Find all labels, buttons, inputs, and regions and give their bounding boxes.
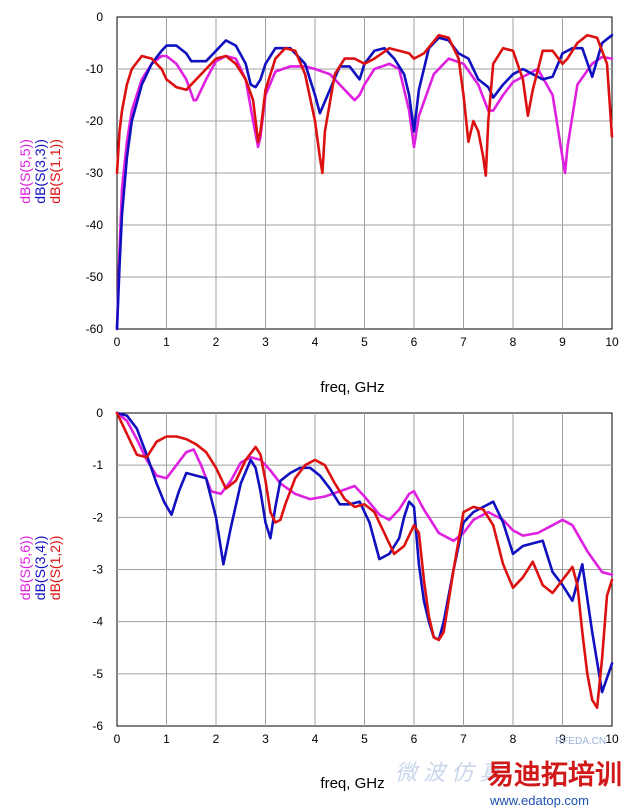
legend-entry-0: dB(S(5,5))	[17, 139, 33, 204]
legend-entry-2: dB(S(1,1))	[47, 139, 63, 204]
series-line-2	[115, 411, 614, 710]
x-tick-label: 7	[460, 732, 467, 746]
series-line-1	[115, 411, 614, 694]
y-tick-label: -1	[92, 458, 103, 472]
x-tick-label: 6	[411, 732, 418, 746]
y-tick-label: -6	[92, 719, 103, 733]
x-axis-label: freq, GHz	[320, 379, 384, 396]
chart-top: 0 1 2 3 4 5 6 7 8 9 10 0 -10 -20 -30 -40 -50 -60 freq, GHz…	[17, 10, 619, 396]
y-tick-label: -2	[92, 510, 103, 524]
x-tick-label: 4	[312, 335, 319, 349]
x-tick-label: 2	[213, 732, 220, 746]
y-tick-label: -3	[92, 563, 103, 577]
watermark-faint: 微 波 仿 真	[395, 760, 504, 785]
x-tick-label: 4	[312, 732, 319, 746]
x-tick-label: 9	[559, 732, 566, 746]
watermark-brand: 易迪拓培训	[487, 760, 622, 790]
y-tick-label: 0	[96, 406, 103, 420]
legend: dB(S(5,6))dB(S(3,4))dB(S(1,2))	[17, 536, 63, 601]
x-tick-label: 8	[510, 335, 517, 349]
x-tick-label: 3	[262, 335, 269, 349]
y-tick-label: -30	[86, 166, 104, 180]
series-line-0	[115, 54, 614, 331]
legend: dB(S(5,5))dB(S(3,3))dB(S(1,1))	[17, 139, 63, 204]
series-line-1	[115, 33, 614, 331]
y-tick-label: -40	[86, 218, 104, 232]
legend-entry-0: dB(S(5,6))	[17, 536, 33, 601]
x-tick-label: 10	[605, 335, 619, 349]
y-tick-label: 0	[96, 10, 103, 24]
x-tick-label: 6	[411, 335, 418, 349]
chart-bottom: 0 1 2 3 4 5 6 7 8 9 10 0 -1 -2 -3 -4 -5 -6 freq, GHz dB(S(5…	[17, 406, 619, 792]
legend-entry-1: dB(S(3,4))	[32, 536, 48, 601]
y-tick-label: -50	[86, 270, 104, 284]
series-line-0	[115, 411, 614, 577]
x-tick-label: 5	[361, 335, 368, 349]
watermark: 微 波 仿 真 RFEDA.CN 易迪拓培训 www.edatop.com	[395, 736, 622, 808]
legend-entry-1: dB(S(3,3))	[32, 139, 48, 204]
x-tick-label: 0	[114, 335, 121, 349]
series-line-2	[115, 33, 614, 177]
x-tick-label: 10	[605, 732, 619, 746]
x-tick-label: 5	[361, 732, 368, 746]
x-tick-label: 2	[213, 335, 220, 349]
x-tick-label: 7	[460, 335, 467, 349]
x-tick-label: 9	[559, 335, 566, 349]
y-tick-label: -5	[92, 667, 103, 681]
y-tick-label: -10	[86, 62, 104, 76]
x-axis-label: freq, GHz	[320, 775, 384, 792]
x-tick-label: 1	[163, 732, 170, 746]
y-tick-label: -60	[86, 322, 104, 336]
watermark-url: www.edatop.com	[489, 793, 589, 808]
x-tick-label: 3	[262, 732, 269, 746]
x-tick-label: 8	[510, 732, 517, 746]
legend-entry-2: dB(S(1,2))	[47, 536, 63, 601]
x-tick-label: 1	[163, 335, 170, 349]
y-tick-label: -20	[86, 114, 104, 128]
watermark-small: RFEDA.CN	[555, 736, 606, 747]
x-tick-label: 0	[114, 732, 121, 746]
y-tick-label: -4	[92, 615, 103, 629]
